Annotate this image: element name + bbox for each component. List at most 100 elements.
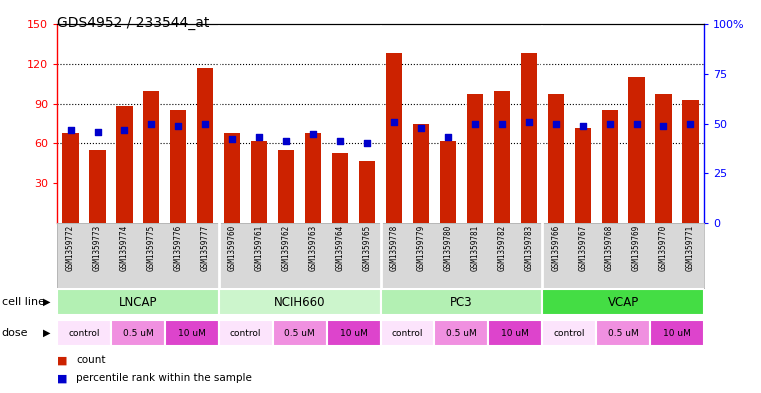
Text: GSM1359775: GSM1359775 <box>147 225 156 271</box>
Bar <box>629 77 645 223</box>
Bar <box>326 320 380 346</box>
Text: GSM1359781: GSM1359781 <box>470 225 479 271</box>
Text: 10 uM: 10 uM <box>501 329 529 338</box>
Text: PC3: PC3 <box>450 296 473 309</box>
Point <box>523 118 535 125</box>
Text: 0.5 uM: 0.5 uM <box>285 329 315 338</box>
Text: GSM1359764: GSM1359764 <box>336 225 345 271</box>
Point <box>361 140 373 147</box>
Text: 10 uM: 10 uM <box>663 329 691 338</box>
Bar <box>57 320 111 346</box>
Point <box>603 120 616 127</box>
Point <box>388 118 400 125</box>
Bar <box>143 90 160 223</box>
Bar <box>466 94 483 223</box>
Text: GSM1359772: GSM1359772 <box>66 225 75 271</box>
Text: GSM1359760: GSM1359760 <box>228 225 237 271</box>
Point <box>630 120 642 127</box>
Text: 0.5 uM: 0.5 uM <box>123 329 153 338</box>
Bar <box>543 320 596 346</box>
Bar <box>683 100 699 223</box>
Bar <box>62 133 78 223</box>
Text: 10 uM: 10 uM <box>178 329 205 338</box>
Text: dose: dose <box>2 328 28 338</box>
Text: VCAP: VCAP <box>607 296 638 309</box>
Point <box>684 120 696 127</box>
Text: GSM1359768: GSM1359768 <box>605 225 614 271</box>
Bar <box>224 133 240 223</box>
Text: LNCAP: LNCAP <box>119 296 158 309</box>
Text: GSM1359765: GSM1359765 <box>362 225 371 271</box>
Point <box>65 127 77 133</box>
Text: GSM1359774: GSM1359774 <box>120 225 129 271</box>
Bar <box>601 110 618 223</box>
Point <box>334 138 346 145</box>
Text: cell line: cell line <box>2 297 45 307</box>
Point <box>226 136 238 143</box>
Text: control: control <box>392 329 423 338</box>
Text: GSM1359778: GSM1359778 <box>390 225 399 271</box>
Bar <box>412 123 429 223</box>
Bar <box>548 94 564 223</box>
Text: ▶: ▶ <box>43 328 50 338</box>
Text: control: control <box>230 329 262 338</box>
Bar <box>380 320 435 346</box>
Bar <box>386 53 402 223</box>
Point <box>577 123 589 129</box>
Bar <box>435 320 489 346</box>
Bar <box>57 290 219 315</box>
Text: 0.5 uM: 0.5 uM <box>446 329 476 338</box>
Bar <box>116 107 132 223</box>
Bar <box>494 90 510 223</box>
Point <box>91 129 103 135</box>
Point <box>307 130 319 137</box>
Bar <box>489 320 542 346</box>
Point <box>145 120 158 127</box>
Text: NCIH660: NCIH660 <box>274 296 326 309</box>
Bar <box>655 94 672 223</box>
Bar <box>305 133 321 223</box>
Text: GSM1359780: GSM1359780 <box>444 225 452 271</box>
Bar <box>170 110 186 223</box>
Point <box>119 127 131 133</box>
Text: count: count <box>76 356 106 365</box>
Bar <box>440 141 456 223</box>
Bar <box>543 290 704 315</box>
Text: GSM1359763: GSM1359763 <box>309 225 317 271</box>
Bar <box>251 141 267 223</box>
Text: GDS4952 / 233544_at: GDS4952 / 233544_at <box>57 16 209 30</box>
Bar <box>90 150 106 223</box>
Point <box>415 125 427 131</box>
Bar <box>272 320 326 346</box>
Point <box>442 134 454 141</box>
Text: GSM1359771: GSM1359771 <box>686 225 695 271</box>
Text: control: control <box>553 329 585 338</box>
Text: ■: ■ <box>57 356 68 365</box>
Text: GSM1359779: GSM1359779 <box>416 225 425 271</box>
Text: GSM1359773: GSM1359773 <box>93 225 102 271</box>
Text: ▶: ▶ <box>43 297 50 307</box>
Text: GSM1359766: GSM1359766 <box>551 225 560 271</box>
Bar <box>219 320 272 346</box>
Bar <box>111 320 165 346</box>
Text: GSM1359776: GSM1359776 <box>174 225 183 271</box>
Bar <box>165 320 219 346</box>
Text: ■: ■ <box>57 373 68 383</box>
Bar <box>332 153 348 223</box>
Point <box>658 123 670 129</box>
Bar <box>575 128 591 223</box>
Text: GSM1359761: GSM1359761 <box>255 225 264 271</box>
Text: GSM1359769: GSM1359769 <box>632 225 641 271</box>
Text: percentile rank within the sample: percentile rank within the sample <box>76 373 252 383</box>
Text: GSM1359777: GSM1359777 <box>201 225 210 271</box>
Point <box>172 123 184 129</box>
Text: GSM1359770: GSM1359770 <box>659 225 668 271</box>
Bar <box>380 290 542 315</box>
Point <box>549 120 562 127</box>
Bar <box>278 150 295 223</box>
Text: GSM1359762: GSM1359762 <box>282 225 291 271</box>
Bar <box>197 68 213 223</box>
Bar <box>359 161 375 223</box>
Point <box>280 138 292 145</box>
Bar <box>521 53 537 223</box>
